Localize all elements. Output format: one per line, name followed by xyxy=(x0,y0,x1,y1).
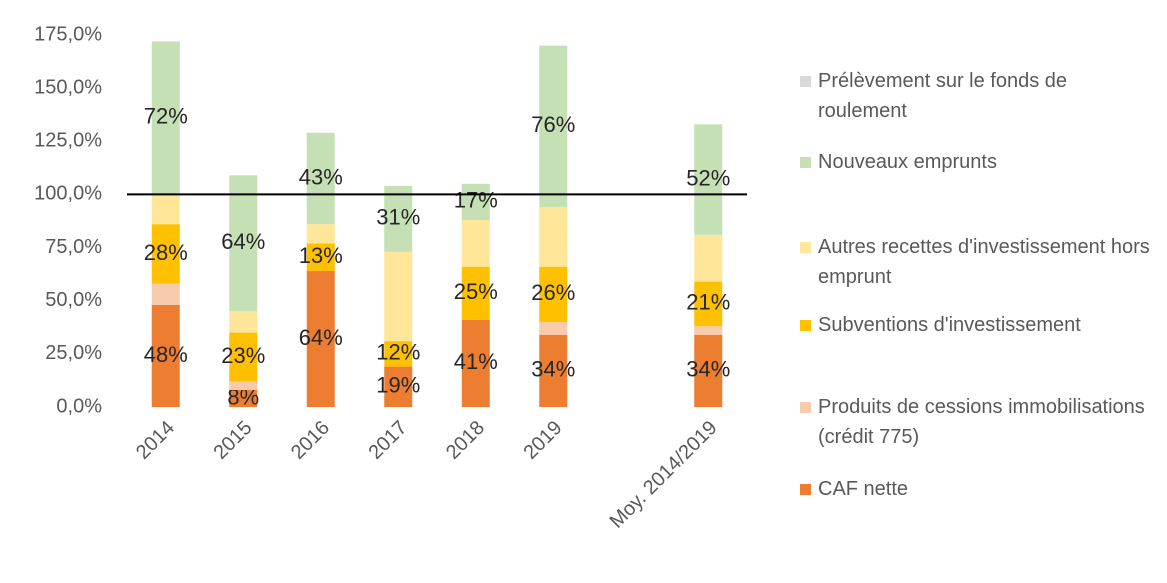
bar-segment xyxy=(694,334,723,407)
bar-segment xyxy=(461,183,490,220)
data-label: 64% xyxy=(299,325,343,350)
bar-segment xyxy=(151,283,180,305)
legend-swatch xyxy=(800,157,811,168)
bar-segment xyxy=(229,311,258,333)
legend-item: Nouveaux emprunts xyxy=(800,147,1160,177)
x-tick-label: 2015 xyxy=(209,417,256,464)
bar-segment xyxy=(229,389,258,407)
bar-segment xyxy=(539,321,568,335)
bar-segment xyxy=(694,326,723,335)
legend-swatch xyxy=(800,484,811,495)
bar-segment xyxy=(694,281,723,327)
y-tick-label: 150,0% xyxy=(34,76,102,98)
legend-label: CAF nette xyxy=(818,478,909,500)
data-label: 19% xyxy=(376,373,420,398)
legend-label: Autres recettes d'investissement hors em… xyxy=(818,236,1150,288)
bar-segment xyxy=(151,224,180,284)
bar-segment xyxy=(384,341,413,367)
y-tick-label: 175,0% xyxy=(34,23,102,45)
legend-label: Produits de cessions immobilisations (cr… xyxy=(818,396,1145,448)
data-label: 72% xyxy=(144,104,188,129)
data-label: 41% xyxy=(454,349,498,374)
x-tick-label: 2017 xyxy=(364,417,411,464)
data-label: 26% xyxy=(531,280,575,305)
bar-segment xyxy=(384,366,413,407)
legend-swatch xyxy=(800,242,811,253)
data-label: 17% xyxy=(454,188,498,213)
bar-segment xyxy=(461,266,490,320)
bar-segment xyxy=(539,266,568,322)
data-label: 25% xyxy=(454,279,498,304)
legend-item: Prélèvement sur le fonds de roulement xyxy=(800,66,1160,126)
legend-swatch xyxy=(800,402,811,413)
x-tick-label: 2018 xyxy=(442,417,489,464)
y-tick-label: 75,0% xyxy=(45,236,102,258)
bar-segment xyxy=(306,132,335,225)
bar-segment xyxy=(384,185,413,252)
data-label: 21% xyxy=(686,290,730,315)
data-label: 76% xyxy=(531,112,575,137)
legend-label: Subventions d'investissement xyxy=(818,314,1081,336)
bar-segment xyxy=(151,41,180,195)
bar-segment xyxy=(306,224,335,244)
legend-item: CAF nette xyxy=(800,474,1160,504)
y-tick-label: 50,0% xyxy=(45,289,102,311)
x-tick-label: Moy. 2014/2019 xyxy=(606,417,722,533)
bar-segment xyxy=(151,194,180,225)
bar-segment xyxy=(151,304,180,407)
data-label: 13% xyxy=(299,243,343,268)
data-label: 23% xyxy=(221,343,265,368)
bar-segment xyxy=(461,319,490,407)
y-tick-label: 100,0% xyxy=(34,183,102,205)
legend-swatch xyxy=(800,320,811,331)
bar-segment xyxy=(539,334,568,407)
data-label: 64% xyxy=(221,229,265,254)
bar-segment xyxy=(229,381,258,390)
data-label: 52% xyxy=(686,165,730,190)
x-tick-label: 2019 xyxy=(519,417,566,464)
y-tick-label: 0,0% xyxy=(56,395,102,417)
bar-segment xyxy=(461,219,490,267)
legend-swatch xyxy=(800,76,811,87)
data-label: 34% xyxy=(531,357,575,382)
x-tick-label: 2014 xyxy=(132,417,179,464)
legend-item: Autres recettes d'investissement hors em… xyxy=(800,232,1160,292)
bar-segment xyxy=(229,175,258,312)
plot: 0,0% 25,0% 50,0% 75,0% 100,0% 125,0% 150,0% 175… xyxy=(34,23,747,533)
bar-segment xyxy=(694,234,723,282)
bar-segment xyxy=(306,270,335,407)
bar-segment xyxy=(694,124,723,235)
data-label: 34% xyxy=(686,357,730,382)
y-tick-label: 25,0% xyxy=(45,342,102,364)
bar-segment xyxy=(539,207,568,267)
legend-label: Prélèvement sur le fonds de roulement xyxy=(818,70,1068,122)
legend-item: Produits de cessions immobilisations (cr… xyxy=(800,392,1160,452)
legend-label: Nouveaux emprunts xyxy=(818,151,997,173)
data-label: 12% xyxy=(376,340,420,365)
data-label: 28% xyxy=(144,240,188,265)
data-label: 43% xyxy=(299,164,343,189)
bar-segment xyxy=(384,251,413,342)
bar-segment xyxy=(229,332,258,382)
x-tick-label: 2016 xyxy=(287,417,334,464)
data-label: 48% xyxy=(144,342,188,367)
bar-segment xyxy=(539,45,568,208)
bar-segment xyxy=(306,243,335,271)
y-tick-label: 125,0% xyxy=(34,130,102,152)
data-label: 31% xyxy=(376,205,420,230)
legend-item: Subventions d'investissement xyxy=(800,310,1160,340)
